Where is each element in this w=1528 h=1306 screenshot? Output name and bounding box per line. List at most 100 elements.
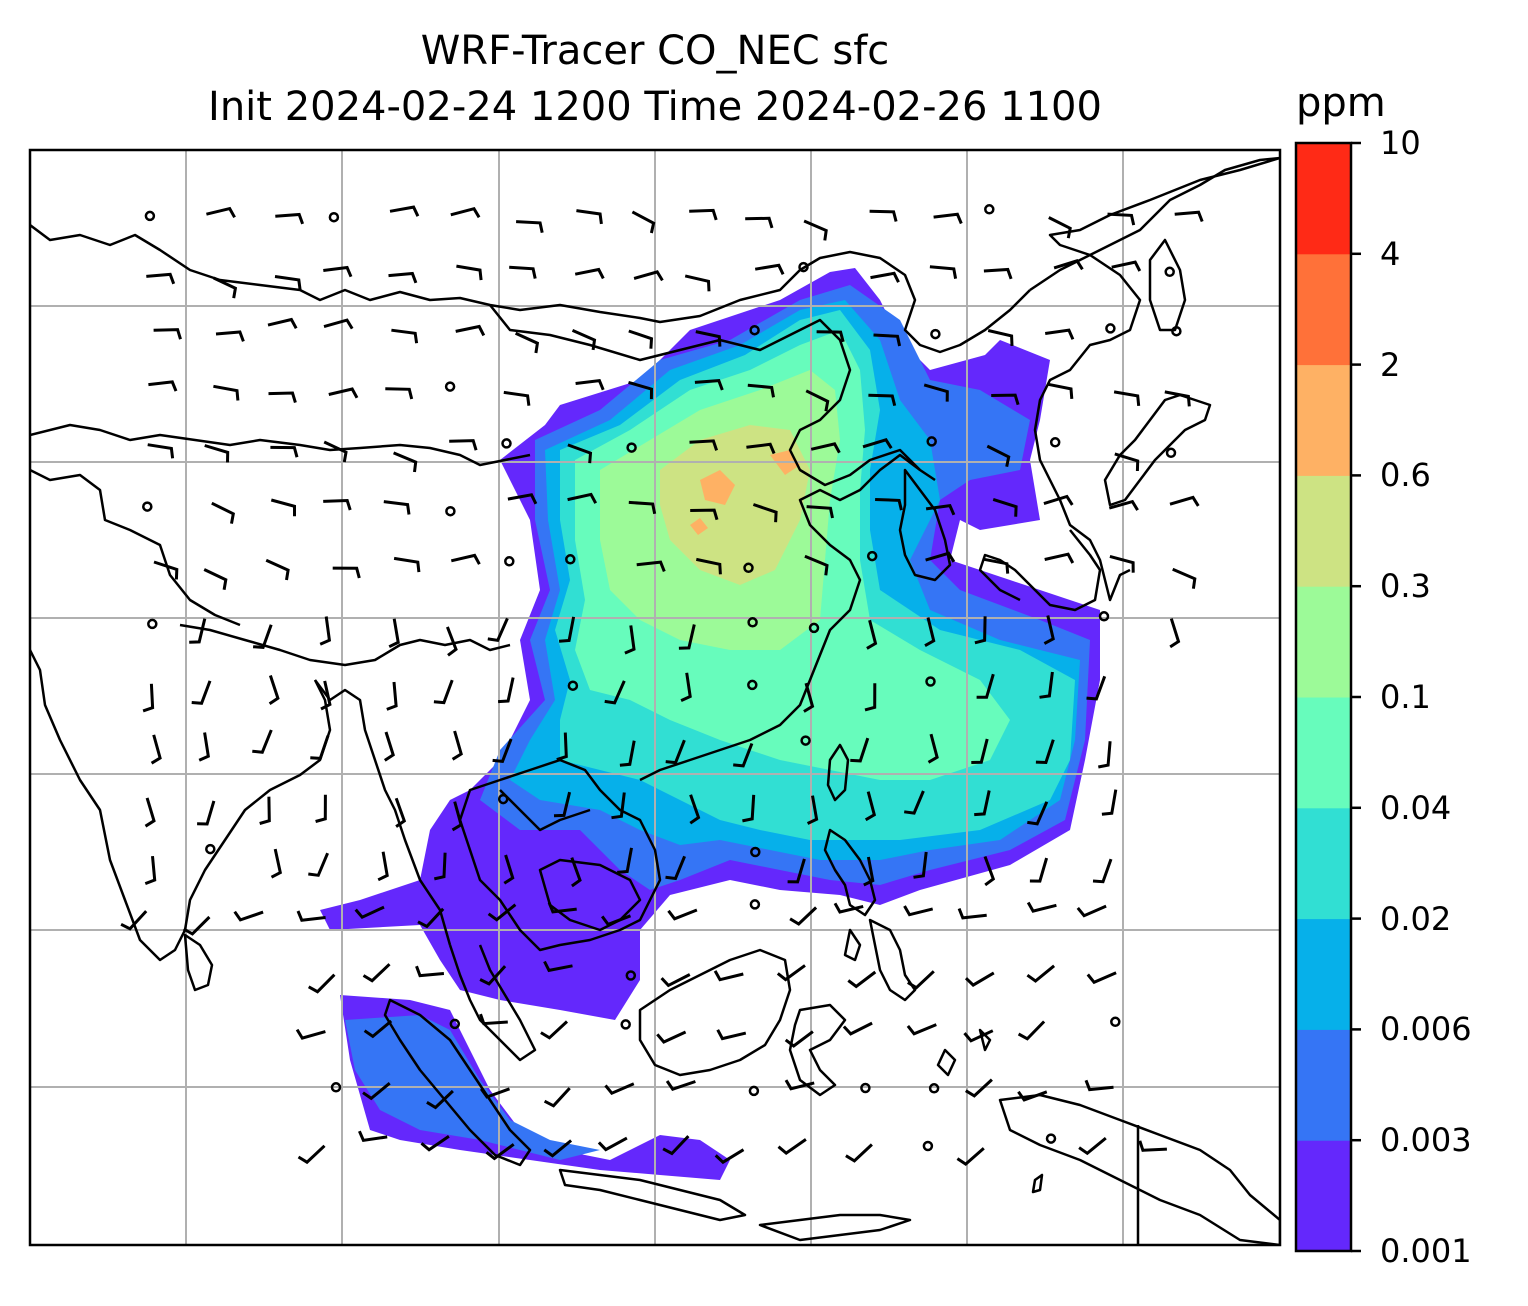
wind-barb [1114,452,1140,472]
wind-barb [983,557,1010,574]
wind-barb [864,791,877,822]
colorbar-segment [1296,364,1351,476]
wind-barb [543,1087,571,1108]
map-title-line1: WRF-Tracer CO_NEC sfc [420,28,890,74]
wind-barb [268,391,297,404]
colorbar-tick-label: 0.003 [1380,1121,1472,1160]
calm-wind-marker [449,1018,461,1030]
wind-barb [144,797,156,828]
wind-barb [1108,499,1139,511]
wind-barb [850,737,870,763]
wind-barb [784,1030,814,1048]
wind-barb [433,852,447,881]
calm-wind-marker [748,1085,760,1097]
wind-barb [787,858,806,884]
wind-barb [1053,259,1084,271]
wind-barb [1044,328,1075,340]
calm-wind-marker [800,735,811,746]
border-line [179,623,511,667]
wind-barb [923,383,949,402]
wind-barb [514,331,540,354]
wind-barb [308,852,329,877]
wind-barb [991,393,1020,406]
wind-barb [383,500,411,515]
border-line [30,468,241,627]
calm-wind-marker [749,899,761,910]
wind-barb [479,965,507,986]
wind-barb [479,1087,511,1099]
wind-barb [868,393,897,407]
wind-barb [628,500,657,515]
wind-barb [1076,904,1107,918]
calm-wind-marker [504,556,515,567]
wind-barbs [120,204,1204,1166]
wind-barb [684,274,711,292]
wind-barb [1044,552,1075,564]
colorbar-segment [1296,1029,1351,1141]
wind-barb [503,854,515,885]
wind-barb [153,560,179,580]
wind-barb [873,333,902,347]
wind-barb [270,848,283,879]
wind-barb [576,209,603,225]
calm-wind-marker [328,211,340,223]
wind-barb [600,914,632,927]
map-title-line2: Init 2024-02-24 1200 Time 2024-02-26 110… [208,84,1102,130]
coastline-path [1103,393,1212,507]
wind-barb [662,1135,690,1156]
wind-barb [267,317,298,330]
wind-barb [713,970,744,982]
wind-barb [197,800,216,826]
coastline-path [458,758,662,952]
wind-barb [275,212,305,225]
calm-wind-marker [926,436,937,447]
colorbar-tick-label: 0.3 [1380,567,1431,606]
wind-barb [1107,212,1136,226]
wind-barb [806,795,819,825]
wind-barb [870,271,900,283]
wind-barb [1026,964,1056,983]
wind-barb [498,677,515,704]
wind-barb [986,444,1011,467]
wind-barb [1164,390,1191,407]
calm-wind-marker [147,618,158,630]
wind-barb [492,738,513,764]
coastline-path [758,1213,912,1242]
wind-barb [150,734,162,765]
calm-wind-marker [1171,325,1182,337]
wind-barb [574,267,605,280]
wind-barb [983,855,996,887]
calm-wind-marker [501,438,512,449]
wind-barb [445,626,458,657]
wind-barb [1043,615,1055,645]
wind-barb [297,1144,326,1165]
wind-barb [716,1029,747,1041]
wind-barb [146,272,176,285]
wind-barb [1027,801,1049,826]
wind-barb [393,556,421,573]
colorbar-tick-label: 2 [1380,345,1401,384]
colorbar-segment [1296,586,1351,698]
wind-barb [776,964,806,982]
wind-barb [516,220,544,234]
calm-wind-marker [866,550,878,562]
wind-barb [206,206,236,219]
wind-barb [963,1029,994,1043]
wind-barb [628,380,654,400]
wind-barb [611,792,626,820]
wind-barb [377,851,389,882]
wind-barb [323,265,353,278]
wind-barb [806,505,834,519]
wind-barb [1043,494,1074,506]
wind-barb [933,212,963,225]
wind-barb [665,1080,696,1091]
coastline-path [788,1003,847,1097]
border-line [314,679,452,946]
wind-barb [323,498,352,511]
wind-barb [388,618,400,649]
wind-barb [694,379,724,391]
wind-barb [845,1143,873,1163]
wind-barb [567,492,598,504]
coastline-path [383,998,532,1167]
